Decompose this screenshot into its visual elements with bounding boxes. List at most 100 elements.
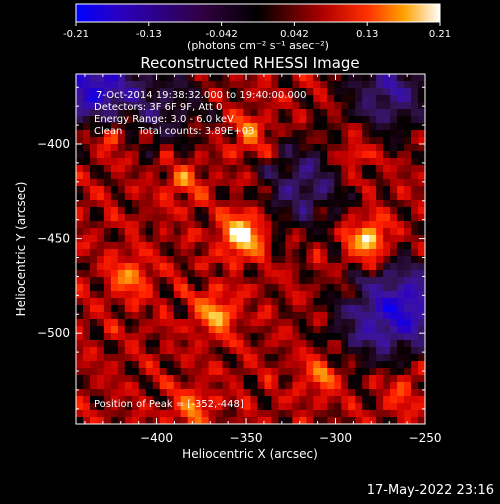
heatmap-cell	[215, 165, 223, 173]
heatmap-cell	[334, 305, 342, 313]
heatmap-cell	[390, 326, 398, 334]
heatmap-cell	[180, 382, 189, 390]
heatmap-cell	[180, 165, 189, 173]
heatmap-cell	[117, 158, 126, 166]
heatmap-cell	[404, 389, 412, 397]
heatmap-cell	[376, 389, 384, 397]
heatmap-cell	[418, 172, 425, 180]
heatmap-cell	[208, 249, 216, 257]
heatmap-cell	[145, 242, 154, 250]
heatmap-cell	[194, 123, 203, 131]
heatmap-cell	[117, 242, 126, 250]
heatmap-cell	[89, 403, 98, 411]
heatmap-cell	[278, 193, 286, 201]
heatmap-cell	[348, 207, 356, 215]
heatmap-cell	[117, 284, 126, 292]
heatmap-cell	[292, 354, 300, 362]
heatmap-cell	[110, 95, 119, 103]
heatmap-cell	[82, 375, 91, 383]
heatmap-cell	[138, 193, 147, 201]
heatmap-cell	[124, 81, 133, 89]
heatmap-cell	[208, 319, 216, 327]
heatmap-cell	[411, 158, 419, 166]
heatmap-cell	[152, 277, 161, 285]
heatmap-cell	[159, 172, 168, 180]
heatmap-cell	[201, 200, 210, 208]
heatmap-cell	[243, 81, 251, 89]
heatmap-cell	[299, 179, 307, 187]
heatmap-cell	[103, 88, 112, 96]
heatmap-cell	[131, 403, 140, 411]
heatmap-cell	[250, 277, 258, 285]
heatmap-cell	[145, 158, 154, 166]
heatmap-cell	[96, 284, 105, 292]
heatmap-cell	[264, 242, 272, 250]
heatmap-cell	[222, 375, 230, 383]
heatmap-cell	[411, 354, 419, 362]
heatmap-cell	[222, 361, 230, 369]
heatmap-cell	[236, 312, 244, 320]
heatmap-cell	[222, 74, 230, 82]
heatmap-cell	[82, 88, 91, 96]
heatmap-cell	[348, 81, 356, 89]
heatmap-cell	[271, 158, 279, 166]
heatmap-cell	[138, 298, 147, 306]
heatmap-cell	[397, 158, 405, 166]
heatmap-cell	[383, 375, 391, 383]
heatmap-cell	[103, 137, 112, 145]
heatmap-cell	[411, 165, 419, 173]
heatmap-cell	[334, 221, 342, 229]
heatmap-cell	[383, 396, 391, 404]
heatmap-cell	[166, 305, 175, 313]
heatmap-cell	[166, 88, 175, 96]
heatmap-cell	[250, 179, 258, 187]
heatmap-cell	[229, 312, 237, 320]
heatmap-cell	[194, 389, 203, 397]
heatmap-cell	[264, 88, 272, 96]
heatmap-cell	[166, 375, 175, 383]
heatmap-cell	[82, 319, 91, 327]
heatmap-cell	[76, 151, 84, 159]
heatmap-cell	[285, 403, 293, 411]
heatmap-cell	[411, 382, 419, 390]
heatmap-cell	[76, 361, 84, 369]
heatmap-cell	[82, 333, 91, 341]
heatmap-cell	[110, 130, 119, 138]
heatmap-cell	[131, 312, 140, 320]
heatmap-cell	[278, 396, 286, 404]
heatmap-cell	[355, 144, 363, 152]
heatmap-cell	[264, 144, 272, 152]
heatmap-cell	[362, 235, 370, 243]
heatmap-cell	[152, 298, 161, 306]
heatmap-cell	[194, 333, 203, 341]
heatmap-cell	[418, 354, 425, 362]
heatmap-cell	[390, 137, 398, 145]
heatmap-cell	[166, 270, 175, 278]
heatmap-cell	[187, 396, 196, 404]
heatmap-cell	[397, 312, 405, 320]
heatmap-cell	[103, 396, 112, 404]
heatmap-cell	[96, 382, 105, 390]
heatmap-cell	[299, 151, 307, 159]
heatmap-cell	[117, 123, 126, 131]
heatmap-cell	[201, 95, 210, 103]
heatmap-cell	[215, 102, 223, 110]
heatmap-cell	[320, 165, 328, 173]
heatmap-cell	[145, 396, 154, 404]
heatmap-cell	[418, 228, 425, 236]
heatmap-cell	[306, 221, 314, 229]
heatmap-cell	[362, 382, 370, 390]
heatmap-cell	[208, 144, 216, 152]
heatmap-cell	[418, 312, 425, 320]
y-axis-label: Heliocentric Y (arcsec)	[14, 182, 28, 317]
heatmap-cell	[201, 116, 210, 124]
heatmap-cell	[257, 389, 265, 397]
heatmap-cell	[124, 151, 133, 159]
heatmap-cell	[341, 228, 349, 236]
heatmap-cell	[159, 326, 168, 334]
heatmap-cell	[348, 417, 356, 424]
heatmap-cell	[404, 298, 412, 306]
heatmap-cell	[229, 291, 237, 299]
heatmap-cell	[236, 172, 244, 180]
heatmap-cell	[103, 151, 112, 159]
